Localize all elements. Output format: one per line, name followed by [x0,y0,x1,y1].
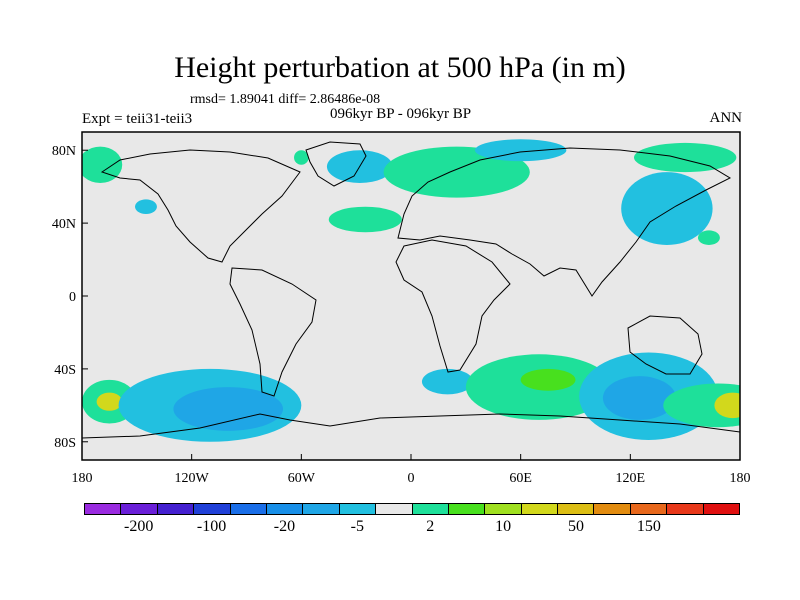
coastline-australia [627,315,703,375]
colorbar-swatch-7 [339,504,377,514]
lat-label: 0 [69,290,76,305]
anomaly-contour-8 [621,172,713,245]
lon-label: 0 [408,471,415,486]
colorbar-swatch-4 [230,504,267,514]
coastline-africa [395,239,511,373]
latitude-axis: 80N 40N 0 40S 80S [52,144,88,451]
colorbar-swatch-15 [630,504,668,514]
colorbar-label: -100 [196,518,227,535]
colorbar-label: -5 [350,518,364,535]
experiment-label: Expt = teii31-teii3 [82,111,193,127]
colorbar-swatch-5 [266,504,304,514]
colorbar-swatch-10 [448,504,486,514]
colorbar-swatch-1 [121,504,158,514]
coastline-antarctica [82,413,740,439]
coastline-greenland [305,141,367,187]
colorbar-swatch-12 [521,504,559,514]
colorbar-swatch-2 [157,504,195,514]
anomaly-contour-14 [421,368,474,395]
anomaly-contour-11 [96,392,123,411]
lon-label: 120W [175,471,210,486]
colorbar-label: 10 [495,518,512,535]
anomaly-contour-0 [82,146,123,184]
colorbar-label: -20 [273,518,296,535]
lon-label: 120E [616,471,646,486]
coastline-north-america [100,149,301,263]
anomaly-contour-18 [602,376,677,420]
colorbar-swatch-8 [376,504,413,514]
colorbar-swatch-6 [303,504,340,514]
anomaly-contour-5 [383,146,530,198]
longitude-axis: 180 120W 60W 0 60E 120E 180 [72,454,751,486]
anomaly-contour-9 [697,230,720,245]
lon-label: 60E [509,471,532,486]
anomaly-contour-7 [633,142,737,173]
coastline-eurasia [397,147,732,297]
colorbar-label: -200 [123,518,154,535]
subtitle: 096kyr BP - 096kyr BP [330,106,472,122]
stats-text: rmsd= 1.89041 diff= 2.86486e-08 [190,92,381,107]
colorbar-label: 150 [636,518,661,535]
lon-label: 60W [288,471,316,486]
lat-label: 80S [54,436,76,451]
colorbar-swatch-3 [194,504,231,514]
anomaly-contour-19 [663,383,740,428]
lat-label: 40N [52,217,76,232]
colorbar-label: 50 [568,518,584,535]
anomaly-contour-16 [520,368,576,391]
anomaly-contour-6 [474,139,567,162]
colorbar-swatch-9 [412,504,449,514]
anomaly-contour-2 [294,150,309,165]
anomaly-contour-13 [173,387,284,431]
anomaly-contour-20 [714,392,740,419]
colorbar-swatch-17 [703,504,740,514]
coastline-layer [82,141,740,439]
lat-label: 40S [54,363,76,378]
season-label: ANN [709,110,743,126]
map-title: Height perturbation at 500 hPa (in m) [174,51,626,84]
lon-label: 180 [72,471,93,486]
anomaly-contour-1 [135,199,157,214]
colorbar-swatch-11 [485,504,522,514]
coastline-south-america [229,267,317,397]
colorbar-swatch-14 [594,504,631,514]
colorbar-swatch-0 [85,504,122,514]
colorbar [84,503,740,515]
colorbar-label: 2 [426,518,435,535]
lon-label: 180 [730,471,751,486]
anomaly-contour-4 [328,206,402,233]
colorbar-swatch-13 [558,504,595,514]
colorbar-swatch-16 [667,504,704,514]
anomaly-layer [82,139,740,442]
lat-label: 80N [52,144,76,159]
